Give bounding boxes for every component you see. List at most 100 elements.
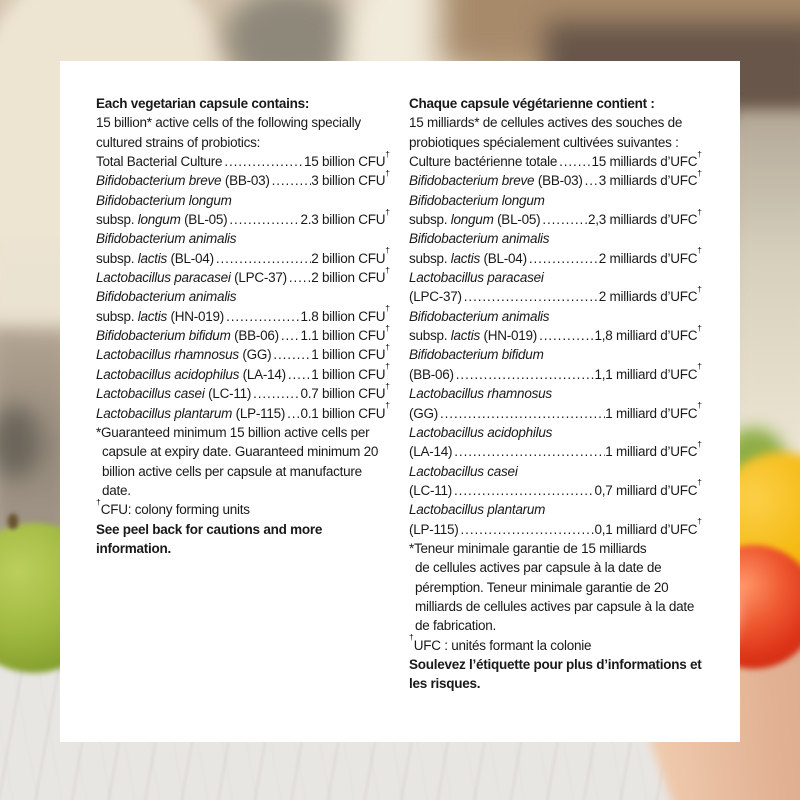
ingredient-row: Lactobacillus acidophilus (LA-14).......… xyxy=(96,361,390,384)
dot-leader: ........................................… xyxy=(539,328,595,344)
column-body-english: 15 billion* active cells of the followin… xyxy=(96,113,390,558)
dot-leader: ........................................… xyxy=(287,366,312,382)
dot-leader: ........................................… xyxy=(542,212,588,228)
ingredient-name: (GG) xyxy=(409,405,438,421)
dagger-symbol: † xyxy=(385,341,390,352)
note-line: See peel back for cautions and more xyxy=(96,521,323,537)
ingredient-amount: 2 billion CFU† xyxy=(311,264,390,286)
footnote-line: péremption. Teneur minimale garantie de … xyxy=(415,579,669,595)
dagger-symbol: † xyxy=(697,361,702,372)
ingredient-row: (GG)....................................… xyxy=(409,401,702,423)
ingredient-name: Bifidobacterium breve (BB-03) xyxy=(96,173,270,189)
apple-stem xyxy=(8,514,18,529)
footnote-line: date. xyxy=(102,482,131,498)
dagger-symbol: † xyxy=(697,206,702,217)
footnote-line: †CFU: colony forming units xyxy=(96,496,250,518)
ingredient-row: Bifidobacterium longum xyxy=(96,191,390,210)
dot-leader: ........................................… xyxy=(440,405,605,421)
ingredients-column-english: Each vegetarian capsule contains: 15 bil… xyxy=(96,94,390,558)
footnote-line: †UFC : unités formant la colonie xyxy=(409,632,592,653)
ingredient-row: Lactobacillus rhamnosus (GG)............… xyxy=(96,341,390,364)
ingredient-name: Lactobacillus plantarum xyxy=(409,502,546,518)
ingredient-name: (LPC-37) xyxy=(409,289,462,305)
dot-leader: ........................................… xyxy=(454,482,594,498)
ingredient-name: (BB-06) xyxy=(409,366,454,382)
ingredient-amount: 3 billion CFU† xyxy=(311,167,390,189)
ingredient-name: subsp. longum (BL-05) xyxy=(96,212,228,228)
ingredient-row: Bifidobacterium animalis xyxy=(96,287,390,306)
footnote-line: billion active cells per capsule at manu… xyxy=(102,463,362,479)
ingredient-name: Bifidobacterium bifidum (BB-06) xyxy=(96,328,279,344)
dagger-symbol: † xyxy=(697,283,702,294)
ingredient-name: Bifidobacterium longum xyxy=(409,192,545,208)
dagger-symbol: † xyxy=(697,477,702,488)
supplement-label-panel: Each vegetarian capsule contains: 15 bil… xyxy=(60,61,740,742)
ingredient-row: subsp. longum (BL-05) ..................… xyxy=(409,206,702,229)
ingredient-amount: 0.1 billion CFU† xyxy=(300,400,390,421)
dagger-symbol: † xyxy=(697,438,702,449)
ingredient-amount: 2 milliards d’UFC† xyxy=(598,283,702,305)
ingredient-row: Bifidobacterium animalis xyxy=(409,307,702,326)
ingredient-row: (BB-06) ................................… xyxy=(409,362,702,384)
ingredient-name: Lactobacillus casei xyxy=(409,463,518,479)
ingredient-name: Bifidobacterium animalis xyxy=(409,308,550,324)
dot-leader: ........................................… xyxy=(287,405,300,421)
ingredient-name: Bifidobacterium bifidum xyxy=(409,347,544,363)
footnote-line: milliards de cellules actives par capsul… xyxy=(415,598,695,614)
ingredient-name: subsp. lactis (BL-04) xyxy=(409,250,527,266)
dagger-symbol: † xyxy=(385,148,390,159)
ingredient-amount: 1 billion CFU† xyxy=(311,361,390,382)
intro-line: 15 billion* active cells of the followin… xyxy=(96,115,361,131)
ingredient-row: Bifidobacterium animalis xyxy=(409,229,702,248)
ingredient-amount: 1 billion CFU† xyxy=(311,341,390,363)
ingredient-row: Lactobacillus casei (LC-11) ............… xyxy=(96,381,390,403)
ingredient-name: Bifidobacterium animalis xyxy=(96,231,237,247)
ingredient-amount: 3 milliards d’UFC† xyxy=(598,167,702,189)
column-body-french: 15 milliards* de cellules actives des so… xyxy=(409,113,702,693)
ingredient-amount: 2 billion CFU† xyxy=(311,245,390,266)
ingredient-row: (LP-115) ...............................… xyxy=(409,517,702,539)
ingredient-name: (LC-11) xyxy=(409,482,453,498)
dot-leader: ........................................… xyxy=(229,212,300,228)
dot-leader: ........................................… xyxy=(455,366,595,382)
ingredient-name: Lactobacillus rhamnosus (GG) xyxy=(96,347,272,363)
ingredient-name: subsp. lactis (BL-04) xyxy=(96,250,214,266)
beige-wall-blur xyxy=(733,112,800,477)
ingredient-amount: 15 milliards d’UFC† xyxy=(591,148,702,170)
dagger-symbol: † xyxy=(697,322,702,333)
ingredient-name: Total Bacterial Culture xyxy=(96,154,223,170)
intro-line: probiotiques spécialement cultivées suiv… xyxy=(409,134,679,150)
ingredient-name: Lactobacillus paracasei xyxy=(409,270,544,286)
footnote-line: *Teneur minimale garantie de 15 milliard… xyxy=(409,540,647,556)
ingredient-row: Lactobacillus acidophilus xyxy=(409,423,702,442)
ingredient-row: (LPC-37)................................… xyxy=(409,283,702,306)
ingredient-row: Bifidobacterium breve (BB-03)...........… xyxy=(96,167,390,190)
ingredient-name: Lactobacillus acidophilus (LA-14) xyxy=(96,366,286,382)
footnote-line: de cellules actives par capsule à la dat… xyxy=(415,560,662,576)
footnote-line: capsule at expiry date. Guaranteed minim… xyxy=(102,444,379,460)
dagger-symbol: † xyxy=(697,400,702,410)
dot-leader: ........................................… xyxy=(253,386,301,402)
note-line: Soulevez l’étiquette pour plus d’informa… xyxy=(409,656,702,672)
ingredient-row: Bifidobacterium bifidum xyxy=(409,345,702,364)
ingredient-row: (LC-11).................................… xyxy=(409,478,702,500)
ingredient-name: Lactobacillus plantarum (LP-115) xyxy=(96,405,286,421)
ingredient-row: subsp. lactis (BL-04)...................… xyxy=(96,245,390,268)
ingredient-name: Lactobacillus acidophilus xyxy=(409,424,553,440)
ingredient-amount: 1,8 milliard d’UFC† xyxy=(594,322,702,344)
ingredient-row: Culture bactérienne totale..............… xyxy=(409,148,702,171)
ingredient-name: Lactobacillus casei (LC-11) xyxy=(96,386,252,402)
ingredient-row: (LA-14) ................................… xyxy=(409,438,702,461)
column-heading-english: Each vegetarian capsule contains: xyxy=(96,96,310,111)
dagger-symbol: † xyxy=(385,245,390,256)
dagger-symbol: † xyxy=(385,206,390,217)
ingredient-name: Bifidobacterium longum xyxy=(96,192,232,208)
dot-leader: ........................................… xyxy=(280,328,301,344)
ingredient-name: Bifidobacterium animalis xyxy=(96,289,237,305)
dagger-symbol: † xyxy=(697,516,702,527)
ingredient-row: Lactobacillus plantarum (LP-115) .......… xyxy=(96,400,390,423)
dagger-symbol: † xyxy=(385,264,390,275)
dagger-symbol: † xyxy=(409,632,414,643)
dot-leader: ........................................… xyxy=(463,289,599,305)
